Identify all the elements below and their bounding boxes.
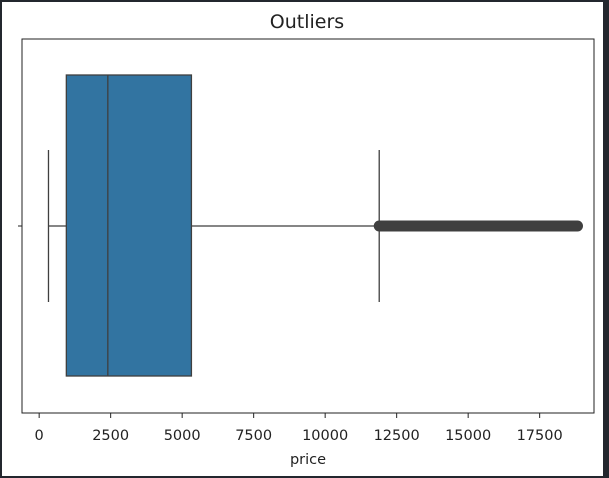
x-tick-label: 5000	[164, 428, 201, 444]
x-tick-label: 0	[35, 428, 44, 444]
figure: Outliers 0 2500 5000 7500 10000 12500 15000 175…	[2, 2, 603, 476]
x-tick-label: 2500	[92, 428, 129, 444]
x-tick-label: 10000	[302, 428, 348, 444]
chart: Outliers 0 2500 5000 7500 10000 12500 15000 175…	[18, 11, 595, 468]
x-tick-label: 17500	[517, 428, 563, 444]
iqr-box	[65, 74, 193, 377]
chart-title: Outliers	[270, 11, 344, 33]
x-tick-label: 15000	[445, 428, 491, 444]
x-axis-label: price	[290, 452, 326, 468]
x-tick-label: 12500	[374, 428, 420, 444]
box-plot	[47, 74, 583, 377]
x-axis: 0 2500 5000 7500 10000 12500 15000 17500	[35, 413, 563, 444]
x-tick-label: 7500	[235, 428, 272, 444]
